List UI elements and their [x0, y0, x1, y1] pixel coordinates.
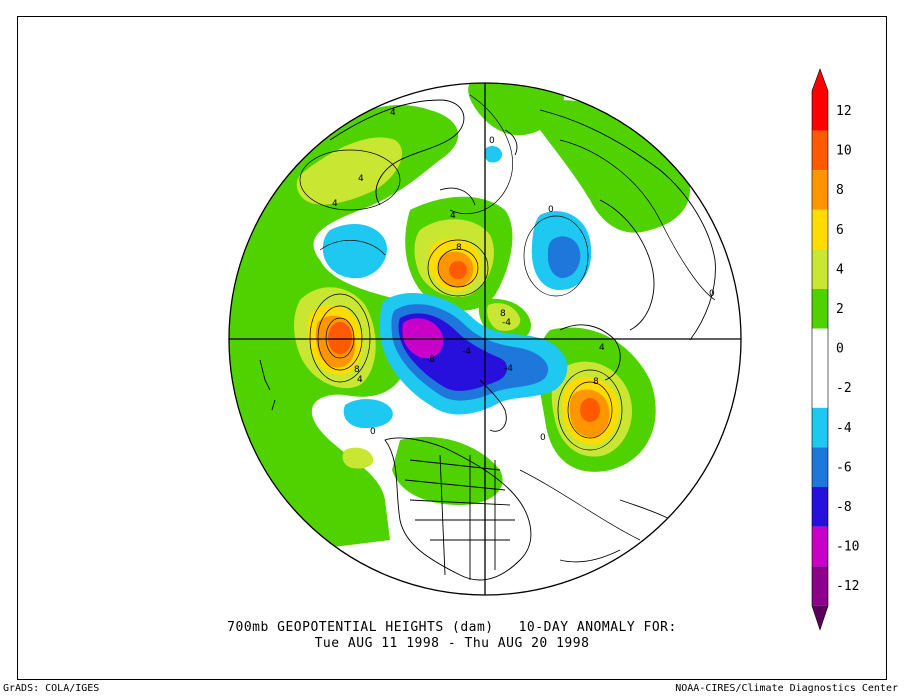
contour-label: 0 [548, 205, 554, 215]
contour-label: 0 [489, 136, 495, 146]
anomaly-plus10-europe [580, 398, 600, 422]
legend-bottom-arrow [812, 605, 828, 630]
contour-label: 0 [709, 289, 715, 299]
legend-label: 10 [836, 144, 852, 159]
contour-label: 4 [357, 375, 363, 385]
legend-swatch [812, 487, 828, 527]
legend-swatch [812, 289, 828, 329]
map-boundary [228, 82, 742, 596]
legend-swatch [812, 91, 828, 131]
contour-label: 0 [370, 427, 376, 437]
contour-label: 4 [450, 211, 456, 221]
legend-label: -4 [836, 421, 852, 436]
contour-label: -4 [462, 347, 471, 357]
legend-swatch [812, 130, 828, 171]
legend-outline [811, 68, 829, 631]
title-line-2: Tue AUG 11 1998 - Thu AUG 20 1998 [314, 636, 590, 651]
contour-label: 8 [456, 243, 462, 253]
legend-label: -6 [836, 460, 852, 475]
legend-swatch [812, 328, 828, 369]
anomaly-plus4-atlantic [342, 447, 374, 469]
legend-label: 4 [836, 262, 844, 277]
legend-swatch [812, 566, 828, 606]
contour-label: 8 [354, 365, 360, 375]
legend-label: 6 [836, 223, 844, 238]
legend-label: 12 [836, 104, 852, 119]
legend-swatch [812, 407, 828, 448]
anomaly-plus10-pacific [328, 322, 352, 354]
credit-right: NOAA-CIRES/Climate Diagnostics Center [675, 683, 898, 694]
credit-left: GrADS: COLA/IGES [3, 683, 100, 694]
contour-label: -8 [426, 355, 435, 365]
legend-label: 0 [836, 342, 844, 357]
contour-label: 8 [593, 377, 599, 387]
legend-label: 2 [836, 302, 844, 317]
contour-label: 8 [500, 309, 506, 319]
legend-swatch [812, 368, 828, 408]
contour-label-group: 4 4 4 8 0 0 0 4 8 8 4 -8 -4 -4 4 8 0 0 -… [332, 108, 715, 443]
title-line-1: 700mb GEOPOTENTIAL HEIGHTS (dam) 10-DAY … [227, 620, 677, 635]
contour-label: 4 [332, 199, 338, 209]
contour-label: 0 [540, 433, 546, 443]
anomaly-plus10-arctic [449, 261, 467, 279]
legend-label: -12 [836, 579, 859, 594]
legend-top-arrow [812, 69, 828, 91]
anomaly-plus4-kara [487, 303, 521, 331]
contour-label: 4 [599, 343, 605, 353]
contour-label: 4 [358, 174, 364, 184]
anomaly-minus2-atlantic [343, 398, 393, 428]
contour-label: 4 [390, 108, 396, 118]
legend-swatch [812, 209, 828, 250]
anomaly-minus4-siberia [547, 236, 581, 278]
legend-swatch [812, 526, 828, 567]
contour-label: -4 [504, 364, 513, 374]
legend-label: -8 [836, 500, 852, 515]
contour-label: -4 [502, 318, 511, 328]
legend-label: 8 [836, 183, 844, 198]
legend-label: -10 [836, 540, 859, 555]
anomaly-minus8-arctic [402, 318, 444, 359]
positive-region-top [468, 83, 564, 136]
coastlines [259, 99, 716, 581]
anomaly-minus2-top [484, 145, 503, 163]
plot-frame [17, 16, 887, 680]
legend-swatch [812, 249, 828, 289]
positive-region-north-america [392, 436, 503, 505]
anomaly-minus2-pacific [322, 224, 388, 279]
legend-swatch [812, 447, 828, 487]
legend-label: -2 [836, 381, 852, 396]
legend-swatch [812, 170, 828, 210]
contour-lines [299, 94, 716, 541]
